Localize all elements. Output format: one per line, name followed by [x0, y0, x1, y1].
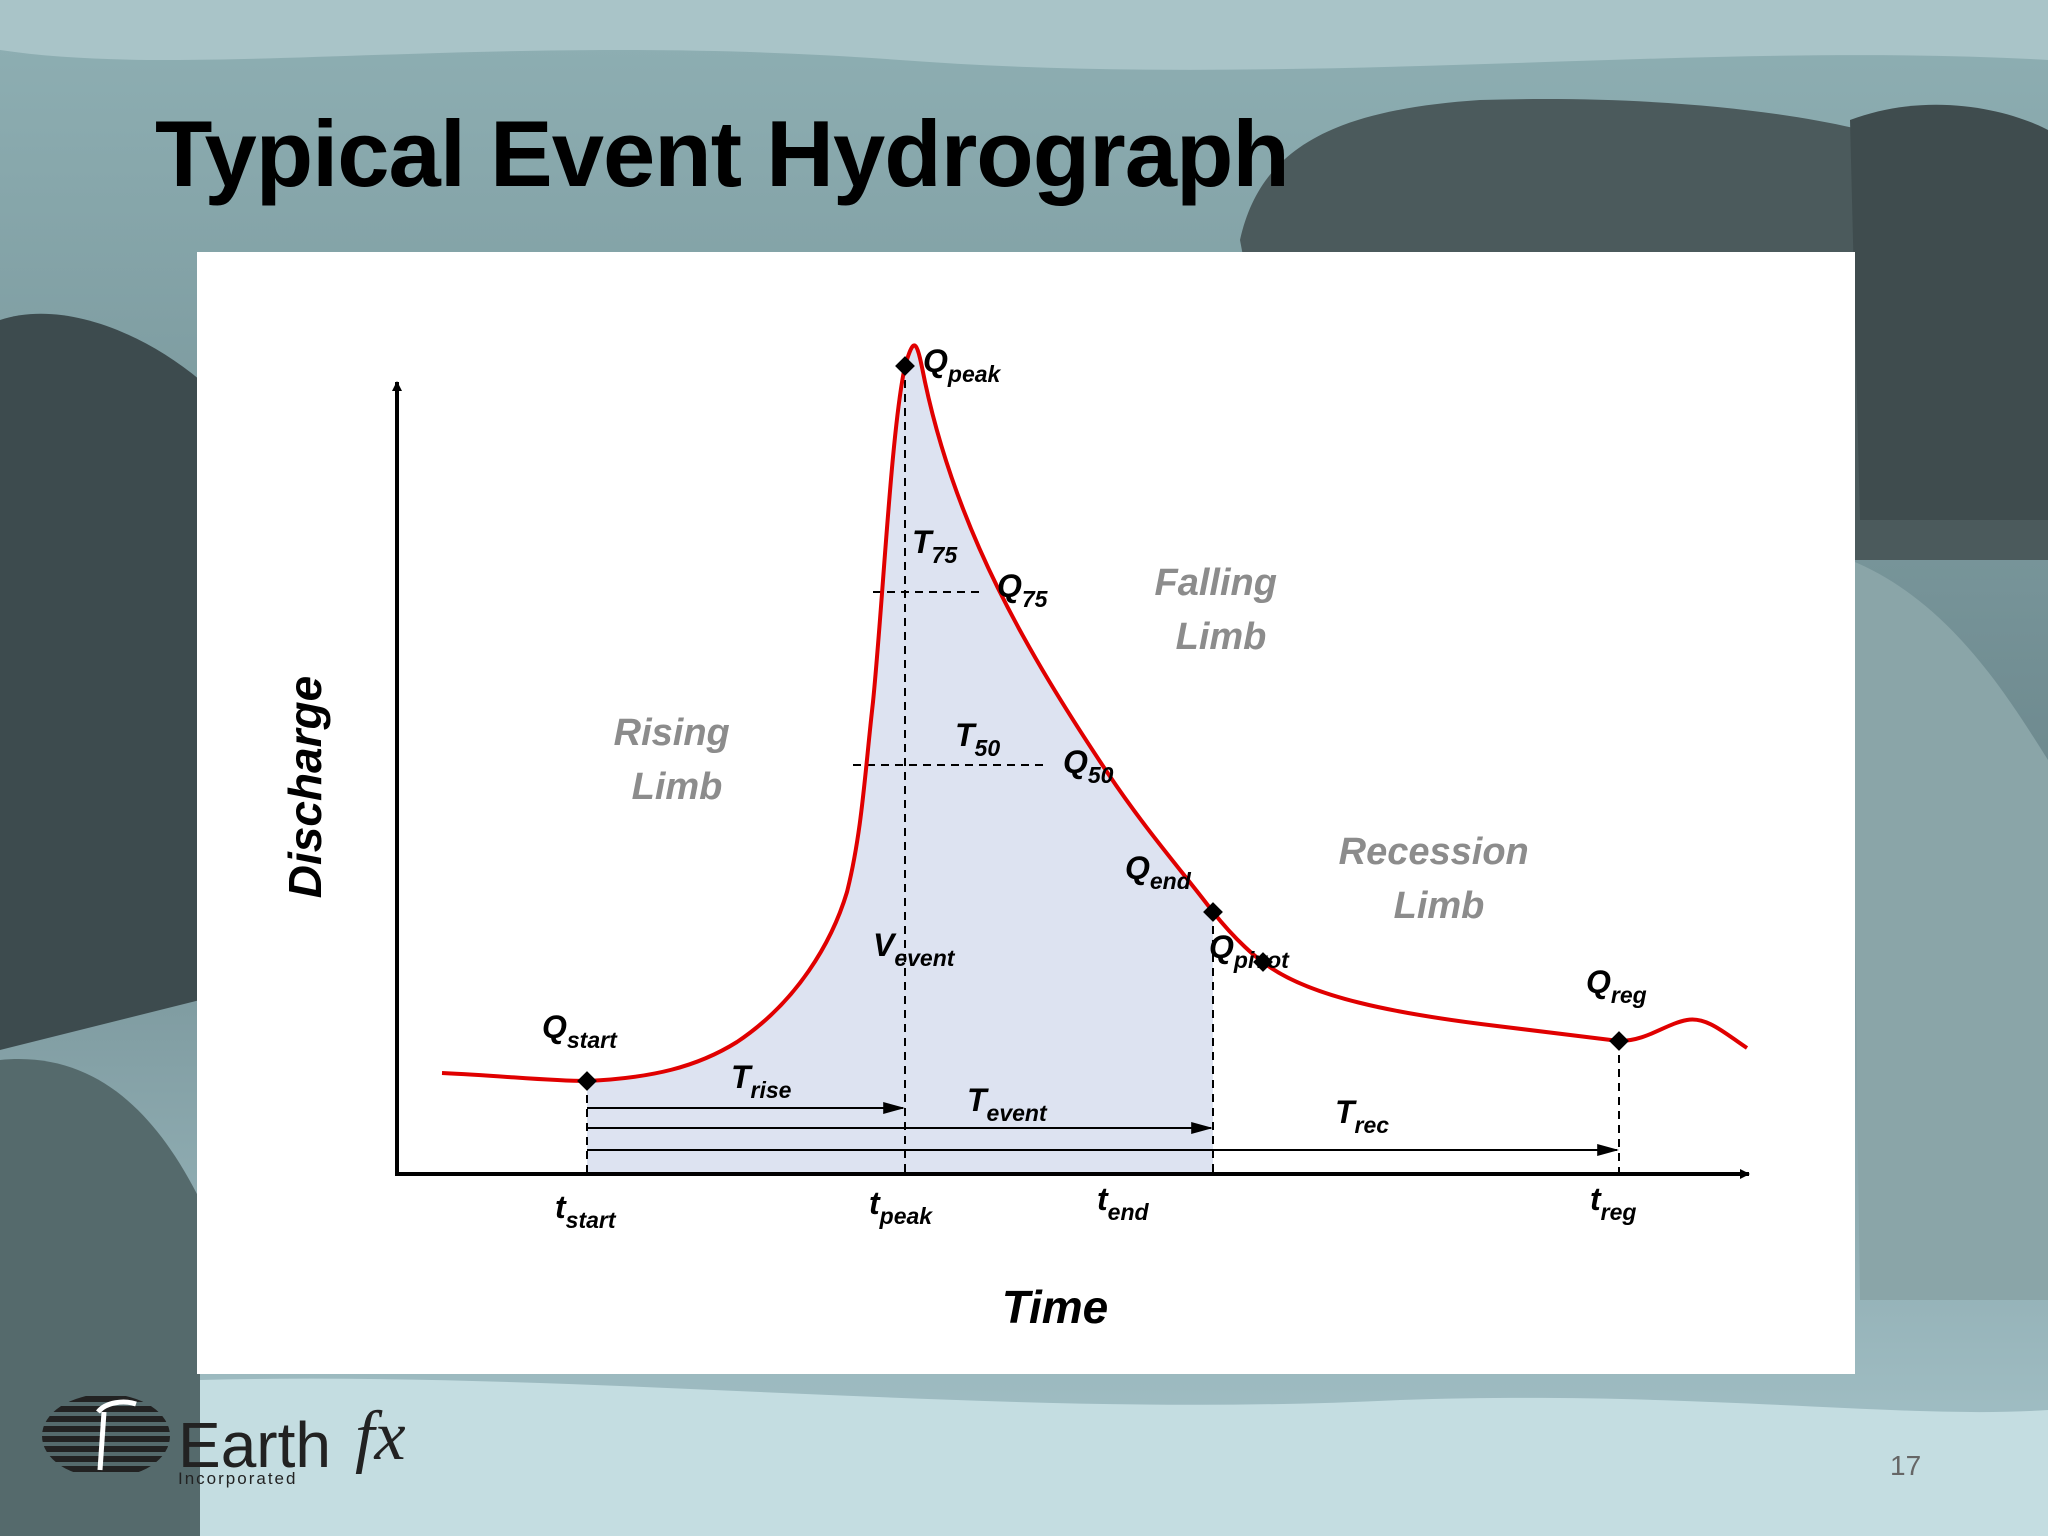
logo-incorporated: Incorporated	[178, 1469, 298, 1488]
event-volume-area	[587, 345, 1213, 1172]
logo-fx: fx	[355, 1398, 406, 1475]
y-axis-title: Discharge	[279, 676, 331, 898]
q-pivot-label: Qpivot	[1209, 929, 1290, 973]
v-event-label: Vevent	[873, 927, 956, 971]
rising-limb-label: Rising Limb	[614, 712, 741, 808]
t-event-label: Tevent	[967, 1082, 1048, 1126]
hydrograph-curve	[441, 343, 1749, 1084]
q-peak-label: Qpeak	[923, 343, 1002, 387]
slide-title: Typical Event Hydrograph	[155, 101, 1290, 206]
x-axis-title: Time	[1002, 1281, 1109, 1333]
diagram-panel: Rising Limb Falling Limb Recession Limb …	[197, 252, 1855, 1374]
recession-limb-label: Recession Limb	[1339, 831, 1540, 927]
logo-wordmark: Earth	[178, 1409, 331, 1481]
interval-arrows	[587, 1102, 1620, 1156]
q-end-marker	[1203, 902, 1223, 922]
q-reg-label: Qreg	[1586, 964, 1647, 1008]
t-reg-tick-label: treg	[1590, 1181, 1636, 1225]
falling-limb-label: Falling Limb	[1154, 562, 1287, 658]
t-75-label: T75	[912, 524, 958, 568]
q-start-label: Qstart	[542, 1009, 618, 1053]
t-rise-label: Trise	[731, 1059, 792, 1103]
t-peak-tick-label: tpeak	[869, 1185, 933, 1229]
hydrograph-diagram: Rising Limb Falling Limb Recession Limb …	[279, 343, 1750, 1333]
t-rec-label: Trec	[1335, 1094, 1389, 1138]
t-50-label: T50	[955, 717, 1000, 761]
q-reg-marker	[1609, 1031, 1629, 1051]
t-end-tick-label: tend	[1097, 1181, 1149, 1225]
q-50-label: Q50	[1063, 744, 1114, 788]
earthfx-logo-globe	[42, 1396, 170, 1472]
q-pivot-marker	[1253, 952, 1273, 972]
q-start-marker	[577, 1071, 597, 1091]
q-end-label: Qend	[1125, 850, 1192, 894]
page-number: 17	[1890, 1450, 1922, 1481]
q-75-label: Q75	[997, 568, 1049, 612]
axes	[392, 381, 1750, 1179]
t-start-tick-label: tstart	[555, 1189, 617, 1233]
